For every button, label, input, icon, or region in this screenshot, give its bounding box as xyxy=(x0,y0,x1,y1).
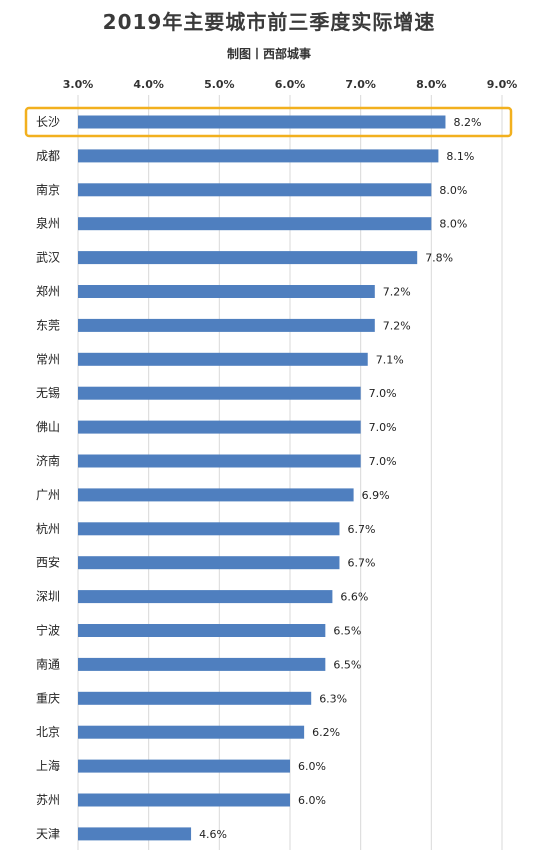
data-label: 8.2% xyxy=(453,116,481,129)
category-label: 杭州 xyxy=(36,521,60,536)
bar xyxy=(78,691,312,705)
data-label: 7.0% xyxy=(369,455,397,468)
data-label: 6.7% xyxy=(347,523,375,536)
bar xyxy=(78,386,361,400)
category-label: 苏州 xyxy=(36,793,60,807)
bar xyxy=(78,352,368,366)
data-label: 6.7% xyxy=(347,557,375,570)
category-label: 上海 xyxy=(36,758,60,773)
data-label: 7.8% xyxy=(425,252,453,265)
data-label: 6.6% xyxy=(340,591,368,604)
category-label: 武汉 xyxy=(36,251,60,265)
data-label: 6.9% xyxy=(362,489,390,502)
bar xyxy=(78,318,375,332)
category-label: 广州 xyxy=(36,488,60,502)
bar xyxy=(78,624,326,637)
data-label: 6.5% xyxy=(333,625,361,638)
category-label: 南通 xyxy=(36,656,60,671)
bar xyxy=(78,149,439,163)
bar xyxy=(78,590,333,604)
data-label: 6.2% xyxy=(312,726,340,739)
category-label: 佛山 xyxy=(36,420,60,434)
highlight-box xyxy=(24,106,513,138)
bar xyxy=(78,285,375,298)
category-label: 天津 xyxy=(36,827,60,841)
x-tick-label: 9.0% xyxy=(487,78,518,91)
x-tick-label: 5.0% xyxy=(204,78,235,91)
category-label: 西安 xyxy=(36,555,60,570)
category-label: 郑州 xyxy=(36,284,60,299)
data-label: 7.0% xyxy=(369,387,397,400)
x-tick-label: 7.0% xyxy=(345,78,376,91)
chart-subtitle: 制图丨西部城事 xyxy=(226,47,311,61)
data-label: 6.5% xyxy=(333,658,361,671)
category-label: 成都 xyxy=(36,149,60,163)
category-label: 泉州 xyxy=(36,217,60,231)
data-label: 7.1% xyxy=(376,353,404,366)
category-label: 东莞 xyxy=(36,318,60,332)
x-tick-label: 6.0% xyxy=(275,78,306,91)
bar xyxy=(78,420,361,434)
bar xyxy=(78,488,354,502)
category-label: 无锡 xyxy=(36,385,60,400)
category-label: 长沙 xyxy=(36,115,60,129)
bar xyxy=(78,217,432,231)
category-label: 重庆 xyxy=(36,691,60,705)
category-label: 北京 xyxy=(36,725,60,739)
data-label: 8.0% xyxy=(439,218,467,231)
bar xyxy=(78,657,326,671)
category-label: 常州 xyxy=(36,352,60,366)
x-tick-label: 4.0% xyxy=(133,78,164,91)
bar xyxy=(78,759,290,773)
category-label: 深圳 xyxy=(36,590,60,604)
data-label: 7.0% xyxy=(369,421,397,434)
data-label: 6.0% xyxy=(298,794,326,807)
data-label: 8.1% xyxy=(446,150,474,163)
bar xyxy=(78,725,305,739)
bar xyxy=(78,454,361,468)
data-label: 7.2% xyxy=(383,319,411,332)
category-label: 宁波 xyxy=(36,623,60,638)
category-label: 济南 xyxy=(36,453,60,468)
chart-title: 2019年主要城市前三季度实际增速 xyxy=(102,10,436,34)
data-label: 7.2% xyxy=(383,286,411,299)
bar xyxy=(78,115,446,129)
bar xyxy=(78,793,290,807)
category-label: 南京 xyxy=(36,182,60,197)
bar xyxy=(78,251,418,265)
bar xyxy=(78,556,340,570)
data-label: 6.0% xyxy=(298,760,326,773)
bar xyxy=(78,183,432,197)
data-label: 8.0% xyxy=(439,184,467,197)
x-tick-label: 3.0% xyxy=(63,78,94,91)
data-label: 4.6% xyxy=(199,828,227,841)
bar xyxy=(78,827,192,841)
x-tick-label: 8.0% xyxy=(416,78,447,91)
data-label: 6.3% xyxy=(319,692,347,705)
bar xyxy=(78,522,340,536)
